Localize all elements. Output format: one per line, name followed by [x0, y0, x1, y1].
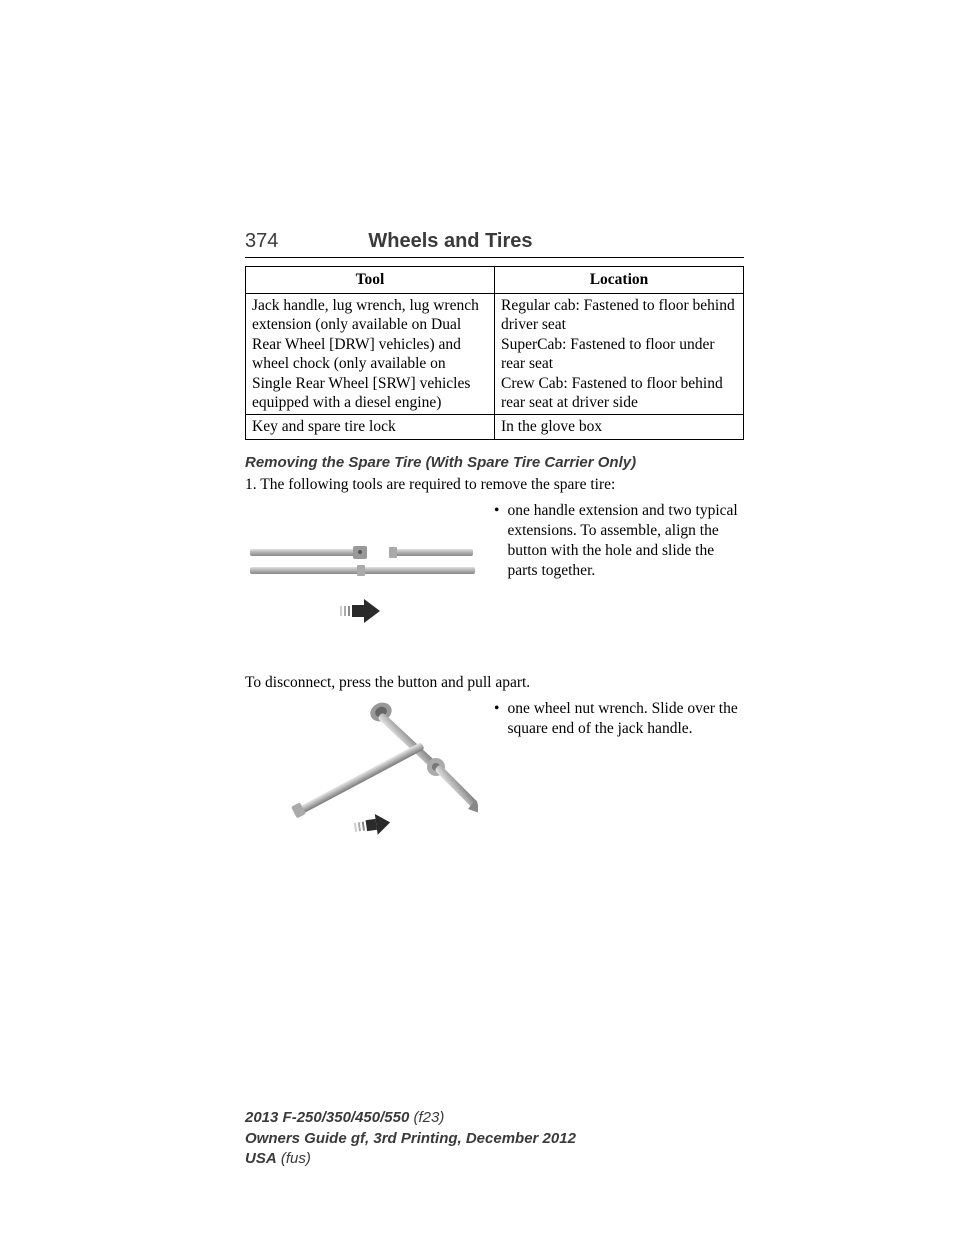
table-header-location: Location — [495, 267, 744, 294]
bullet-dot-icon: • — [494, 699, 499, 719]
bullet-dot-icon: • — [494, 501, 499, 521]
footer: 2013 F-250/350/450/550 (f23) Owners Guid… — [245, 1108, 576, 1169]
intro-line: 1. The following tools are required to r… — [245, 475, 744, 495]
table-cell-tool: Key and spare tire lock — [246, 415, 495, 439]
bullet-item-1: • one handle extension and two typical e… — [492, 501, 744, 582]
table-header-tool: Tool — [246, 267, 495, 294]
bullet-item-2: • one wheel nut wrench. Slide over the s… — [492, 699, 744, 739]
figure-extension-tools — [245, 519, 478, 659]
bullet-text-2: one wheel nut wrench. Slide over the squ… — [507, 699, 744, 739]
mid-line: To disconnect, press the button and pull… — [245, 673, 744, 693]
footer-line-1: 2013 F-250/350/450/550 (f23) — [245, 1108, 576, 1128]
figure-block-1: • one handle extension and two typical e… — [245, 501, 744, 659]
footer-line-3: USA (fus) — [245, 1149, 576, 1169]
bullet-text-1: one handle extension and two typical ext… — [507, 501, 744, 582]
footer-line-2: Owners Guide gf, 3rd Printing, December … — [245, 1129, 576, 1149]
table-row: Jack handle, lug wrench, lug wrench exte… — [246, 294, 744, 415]
table-cell-tool: Jack handle, lug wrench, lug wrench exte… — [246, 294, 495, 415]
figure-block-2: • one wheel nut wrench. Slide over the s… — [245, 699, 744, 871]
table-row: Key and spare tire lock In the glove box — [246, 415, 744, 439]
subheading-removing-spare: Removing the Spare Tire (With Spare Tire… — [245, 454, 744, 471]
page-number: 374 — [245, 230, 278, 253]
tool-location-table: Tool Location Jack handle, lug wrench, l… — [245, 266, 744, 440]
section-title: Wheels and Tires — [368, 230, 532, 253]
table-cell-location: In the glove box — [495, 415, 744, 439]
page-header: 374 Wheels and Tires — [245, 230, 744, 258]
table-cell-location: Regular cab: Fastened to floor behind dr… — [495, 294, 744, 415]
figure-lug-wrench — [245, 699, 478, 871]
